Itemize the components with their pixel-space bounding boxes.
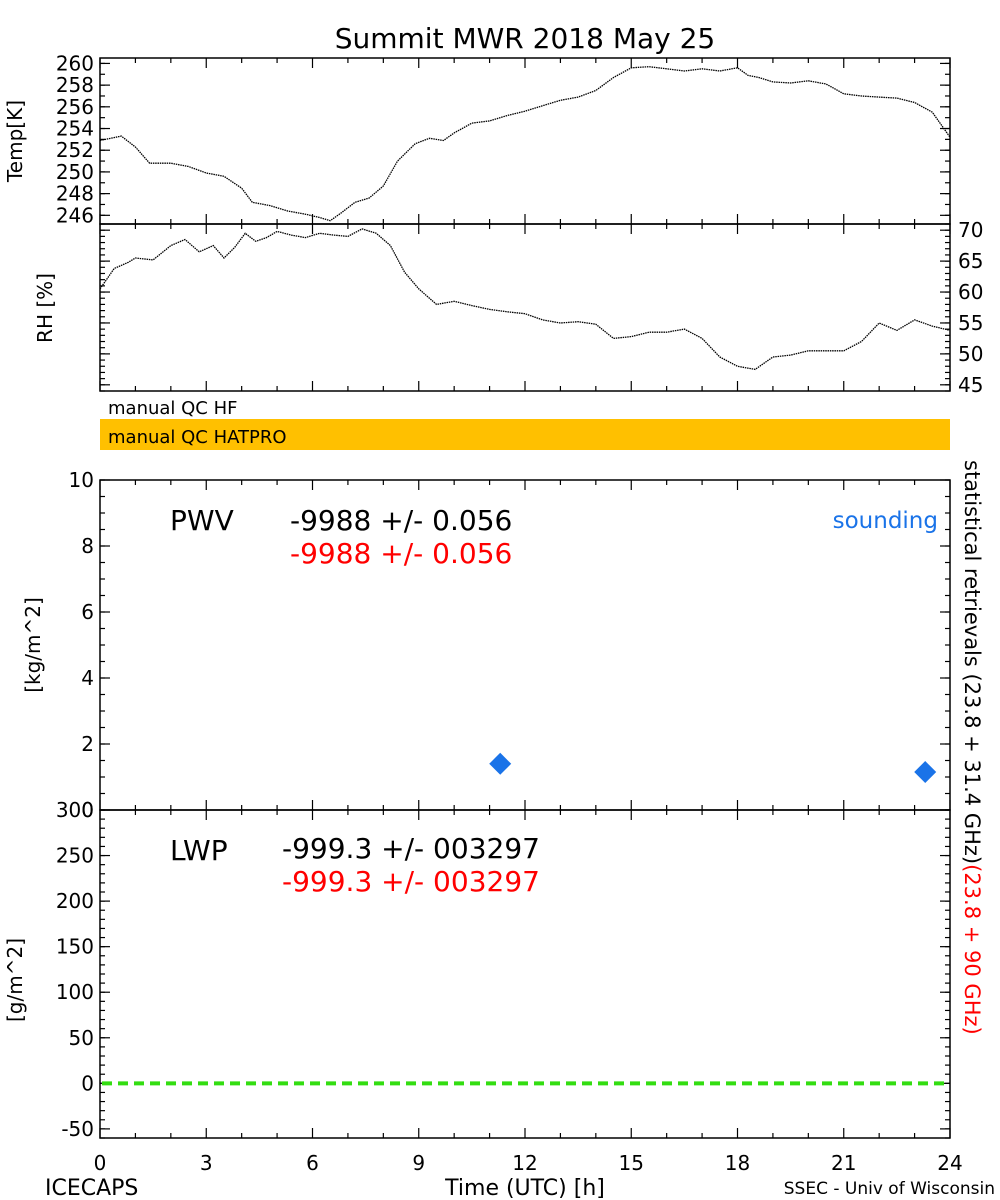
lwp-ytick-label: 200: [56, 889, 94, 913]
x-tick-label: 18: [725, 1151, 750, 1175]
x-axis-ticks: 0 3 6 9 12 15 18 21 24: [94, 1151, 963, 1175]
x-tick-label: 0: [94, 1151, 107, 1175]
lwp-ytick-label: 300: [56, 798, 94, 822]
pwv-ytick-label: 6: [81, 600, 94, 624]
pwv-ytick-label: 8: [81, 534, 94, 558]
temp-ytick-label: 248: [56, 182, 94, 206]
lwp-ytick-label: 250: [56, 844, 94, 868]
lwp-ytick-label: -50: [61, 1117, 94, 1141]
x-tick-label: 15: [619, 1151, 644, 1175]
pwv-y-axis-label: [kg/m^2]: [21, 597, 45, 693]
x-tick-label: 3: [200, 1151, 213, 1175]
pwv-ytick-label: 0: [81, 798, 94, 822]
lwp-stat-black: -999.3 +/- 003297: [282, 832, 540, 865]
pwv-ytick-label: 2: [81, 732, 94, 756]
rh-y-ticks: 45 50 55 60 65 70: [99, 218, 983, 397]
footer-left: ICECAPS: [45, 1176, 138, 1200]
temp-ytick-label: 254: [56, 117, 94, 141]
pwv-label: PWV: [170, 504, 234, 537]
sounding-point: [489, 752, 512, 775]
x-tick-label: 6: [306, 1151, 319, 1175]
right-label-statistical: statistical retrievals (23.8 + 31.4 GHz)…: [960, 460, 984, 1035]
chart-title: Summit MWR 2018 May 25: [335, 22, 716, 55]
temp-y-axis-label: Temp[K]: [3, 100, 27, 183]
rh-ytick-label: 70: [958, 218, 983, 242]
pwv-y-ticks: 0 2 4 6 8 10: [69, 468, 951, 822]
right-label-red: (23.8 + 90 GHz): [960, 864, 984, 1035]
temp-ytick-label: 256: [56, 95, 94, 119]
x-tick-label: 21: [831, 1151, 856, 1175]
x-axis-label: Time (UTC) [h]: [444, 1176, 605, 1200]
x-tick-label: 24: [937, 1151, 962, 1175]
pwv-ytick-label: 10: [69, 468, 94, 492]
right-label-black: statistical retrievals (23.8 + 31.4 GHz): [960, 460, 984, 864]
rh-series-line: [99, 228, 951, 371]
lwp-ytick-label: 0: [81, 1071, 94, 1095]
lwp-ytick-label: 150: [56, 935, 94, 959]
lwp-ytick-label: 50: [69, 1026, 94, 1050]
pwv-legend-sounding: sounding: [833, 508, 938, 534]
temp-ytick-label: 260: [56, 51, 94, 75]
lwp-y-ticks: -50 0 50 100 150 200 250 300: [56, 798, 951, 1141]
rh-ytick-label: 55: [958, 311, 983, 335]
sounding-point: [914, 761, 937, 784]
temp-ytick-label: 252: [56, 138, 94, 162]
rh-panel: 45 50 55 60 65 70 RH [%]: [33, 218, 983, 397]
temp-ytick-label: 250: [56, 160, 94, 184]
rh-ytick-label: 45: [958, 373, 983, 397]
lwp-ytick-label: 100: [56, 980, 94, 1004]
pwv-ytick-label: 4: [81, 666, 94, 690]
lwp-plot-frame: [99, 809, 951, 1139]
x-tick-label: 9: [412, 1151, 425, 1175]
lwp-y-axis-label: [g/m^2]: [3, 938, 27, 1022]
qc-hatpro-label: manual QC HATPRO: [108, 427, 287, 448]
rh-plot-frame: [99, 223, 951, 392]
pwv-stat-red: -9988 +/- 0.056: [290, 537, 512, 570]
rh-ytick-label: 60: [958, 280, 983, 304]
temp-ytick-label: 246: [56, 203, 94, 227]
rh-y-axis-label: RH [%]: [33, 273, 57, 343]
temp-series-line: [99, 66, 951, 222]
pwv-panel: 0 2 4 6 8 10 [kg/m^2] PWV -9988 +/- 0.056 -99…: [21, 468, 951, 822]
temp-ytick-label: 258: [56, 73, 94, 97]
qc-hatpro-bar: [100, 419, 950, 450]
footer-right: SSEC - Univ of Wisconsin: [784, 1179, 995, 1199]
lwp-label: LWP: [170, 834, 228, 867]
qc-hf-label: manual QC HF: [108, 398, 237, 419]
pwv-stat-black: -9988 +/- 0.056: [290, 504, 512, 537]
rh-ytick-label: 50: [958, 342, 983, 366]
rh-ytick-label: 65: [958, 249, 983, 273]
lwp-stat-red: -999.3 +/- 003297: [282, 865, 540, 898]
pwv-sounding-points: [489, 752, 937, 784]
x-tick-label: 12: [512, 1151, 537, 1175]
